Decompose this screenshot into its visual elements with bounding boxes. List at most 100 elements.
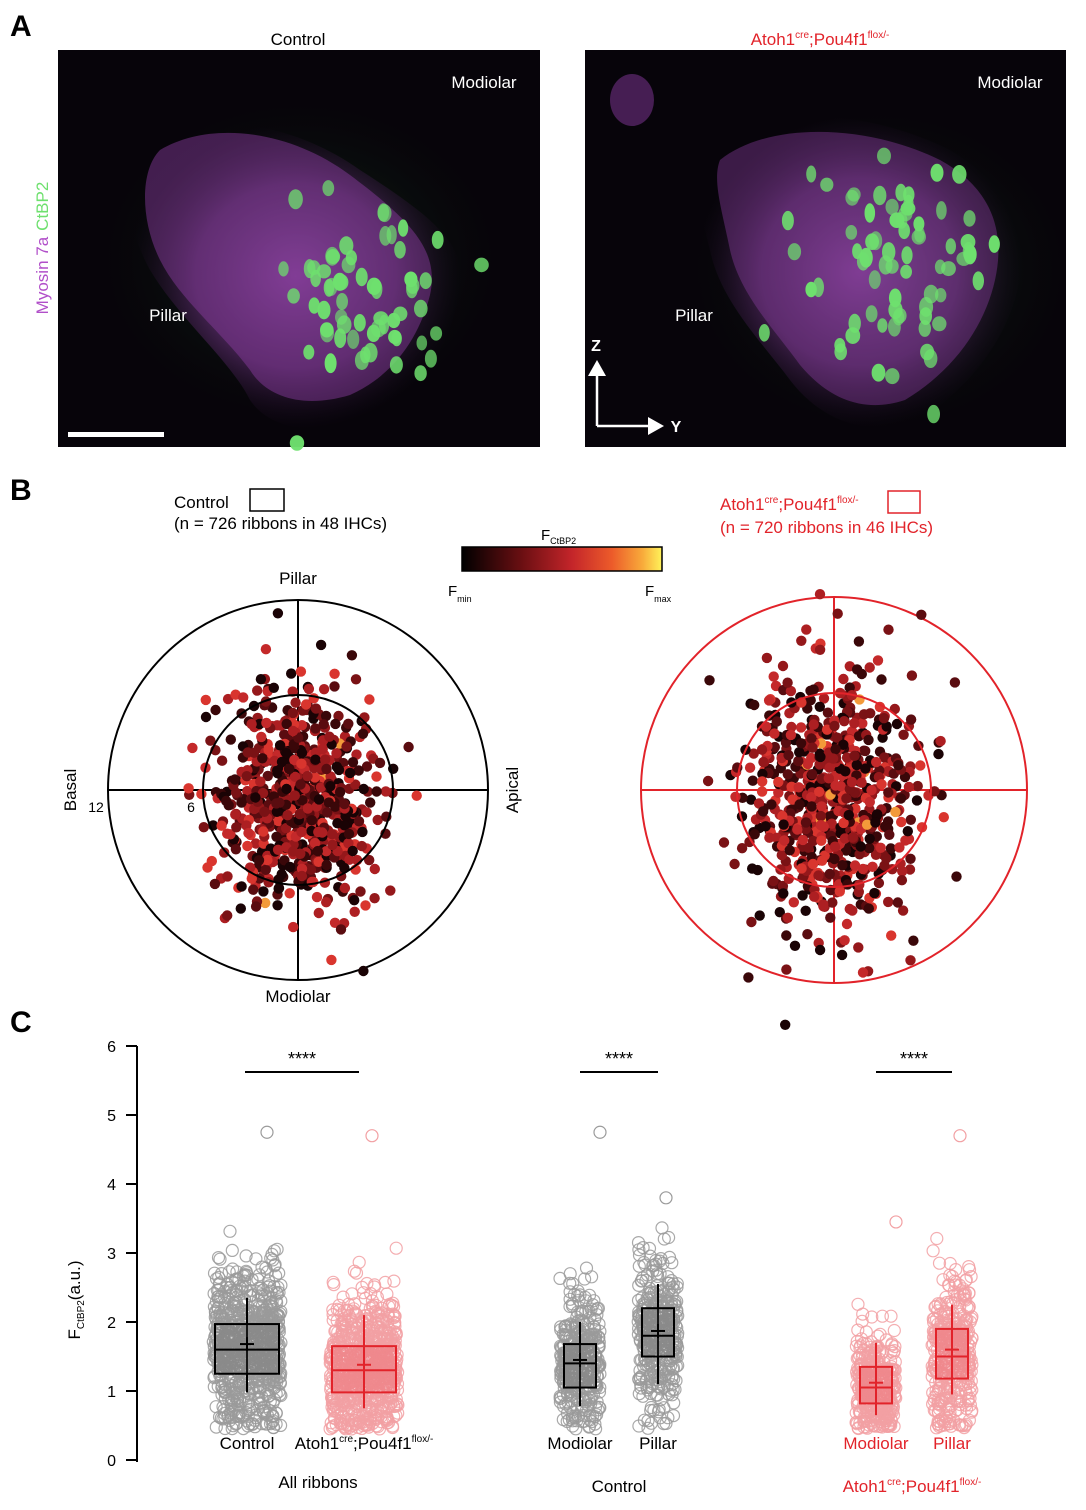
- ribbon-point-mutant-700: [807, 769, 818, 780]
- ribbon-point-mutant-231: [857, 718, 868, 729]
- ribbon-point-control-641: [303, 683, 315, 695]
- ribbon-point-control-420: [365, 797, 376, 808]
- jitter-point-0-697: [249, 1252, 263, 1266]
- ring-label-6: 6: [187, 799, 195, 815]
- ribbon-point-mutant-327: [788, 897, 799, 908]
- ctbp2-punctum-mutant-48: [963, 210, 976, 227]
- ribbon-point-mutant-394: [753, 798, 765, 809]
- ribbon-point-mutant-581: [805, 695, 816, 706]
- ctbp2-puncta-control: [278, 180, 489, 451]
- ctbp2-punctum-control-21: [389, 356, 403, 374]
- ribbon-point-control-519: [343, 838, 354, 849]
- ribbon-point-control-486: [222, 910, 233, 921]
- ribbon-point-control-61: [258, 886, 269, 897]
- ribbon-point-mutant-479: [774, 907, 785, 918]
- ribbon-point-mutant-570: [785, 685, 797, 697]
- ribbon-point-control-678: [356, 840, 367, 852]
- ribbon-points-mutant: [702, 589, 962, 1030]
- ctbp2-punctum-mutant-41: [885, 198, 899, 215]
- ribbon-point-mutant-634: [794, 799, 805, 810]
- ribbon-point-control-700: [246, 718, 257, 730]
- ctbp2-punctum-control-26: [430, 326, 443, 341]
- ribbon-point-mutant-662: [815, 751, 826, 763]
- ctbp2-punctum-mutant-46: [758, 324, 770, 342]
- ctbp2-punctum-mutant-56: [935, 288, 947, 303]
- ribbon-point-control-627: [347, 845, 358, 857]
- jitter-point-0-699: [257, 1364, 271, 1378]
- ribbon-point-mutant-397: [938, 812, 949, 823]
- jitter-point-0-702: [238, 1268, 252, 1283]
- ctbp2-punctum-control-56: [320, 322, 334, 338]
- category-label-4: Modiolar: [843, 1434, 909, 1453]
- ctbp2-punctum-mutant-51: [882, 242, 896, 262]
- ribbon-point-mutant-506: [771, 716, 782, 727]
- ctbp2-punctum-mutant-54: [852, 243, 863, 260]
- ribbon-point-mutant-590: [744, 762, 756, 773]
- ribbon-point-mutant-376: [744, 836, 755, 848]
- ribbon-point-control-429: [271, 831, 282, 842]
- ribbon-point-mutant-695: [867, 861, 878, 872]
- jitter-point-0-708: [225, 1383, 239, 1397]
- ribbon-point-control-685: [318, 684, 330, 695]
- ribbon-point-control-639: [330, 718, 341, 730]
- jitter-point-0-79: [211, 1250, 226, 1265]
- jitter-point-0-711: [259, 1353, 273, 1367]
- ribbon-point-control-717: [296, 870, 308, 882]
- ribbon-point-mutant-306: [851, 664, 863, 675]
- ribbon-point-control-518: [326, 739, 337, 750]
- ribbon-point-mutant-368: [864, 662, 875, 673]
- ribbon-point-control-452: [205, 735, 216, 746]
- axis-arrows: Z Y: [588, 338, 682, 436]
- ribbon-point-control-617: [290, 697, 301, 708]
- significance-all: ****: [245, 1049, 359, 1073]
- polar-bottom-label: Modiolar: [265, 987, 331, 1006]
- jitter-point-0-560: [249, 1408, 263, 1422]
- category-label-0: Control: [220, 1434, 275, 1453]
- ctbp2-punctum-control-10: [287, 288, 300, 304]
- ribbon-point-control-646: [289, 771, 301, 782]
- panel-label-a: A: [10, 10, 32, 43]
- jitter-point-2-347: [579, 1261, 594, 1275]
- jitter-point-0-653: [261, 1389, 275, 1404]
- ribbon-point-mutant-439: [749, 829, 760, 840]
- ribbon-point-mutant-189: [905, 714, 917, 725]
- ribbon-point-control-611: [229, 774, 241, 785]
- jitter-point-0-661: [246, 1417, 260, 1431]
- ribbon-point-mutant-517: [881, 721, 892, 732]
- group-label-mutant: Atoh1cre;Pou4f1flox/-: [843, 1477, 982, 1496]
- ribbon-point-control-215: [321, 897, 332, 908]
- y-tick-label-4: 4: [107, 1177, 116, 1194]
- ribbon-point-control-716: [276, 756, 288, 768]
- ctbp2-punctum-mutant-37: [932, 316, 947, 332]
- ctbp2-punctum-control-51: [377, 204, 392, 223]
- ribbon-point-control-644: [324, 731, 335, 742]
- ribbon-point-mutant-711: [815, 820, 827, 831]
- ribbon-point-control-597: [256, 731, 267, 743]
- ribbon-point-mutant-651: [809, 891, 820, 902]
- ctbp2-punctum-control-46: [424, 349, 437, 368]
- ribbon-point-control-722: [343, 828, 355, 840]
- ribbon-point-mutant-628: [806, 733, 817, 744]
- ribbon-point-control-687: [296, 747, 308, 759]
- ribbon-point-mutant-676: [793, 755, 804, 767]
- ribbon-point-mutant-309: [896, 816, 907, 828]
- ribbon-point-mutant-396: [869, 887, 880, 899]
- jitter-point-1-391: [389, 1241, 403, 1255]
- ctbp2-punctum-mutant-29: [781, 210, 794, 231]
- ribbon-point-mutant-369: [776, 849, 787, 861]
- jitter-point-0-514: [225, 1421, 239, 1436]
- ribbon-point-mutant-714: [846, 776, 858, 788]
- ctbp2-punctum-control-17: [288, 189, 303, 210]
- ribbon-point-mutant-568: [840, 766, 851, 777]
- ctbp2-punctum-mutant-32: [820, 177, 834, 192]
- ribbon-point-mutant-223: [883, 896, 894, 908]
- ribbon-point-control-11: [364, 854, 375, 866]
- ribbon-point-mutant-386: [873, 877, 885, 889]
- ribbon-point-control-658: [353, 816, 365, 827]
- ribbon-point-control-690: [281, 783, 292, 795]
- ribbon-point-control-513: [260, 864, 271, 875]
- ribbon-point-mutant-382: [718, 837, 730, 848]
- ribbon-point-control-134: [225, 734, 236, 745]
- ribbon-point-control-41: [284, 888, 295, 899]
- ribbon-point-mutant-353: [849, 718, 860, 729]
